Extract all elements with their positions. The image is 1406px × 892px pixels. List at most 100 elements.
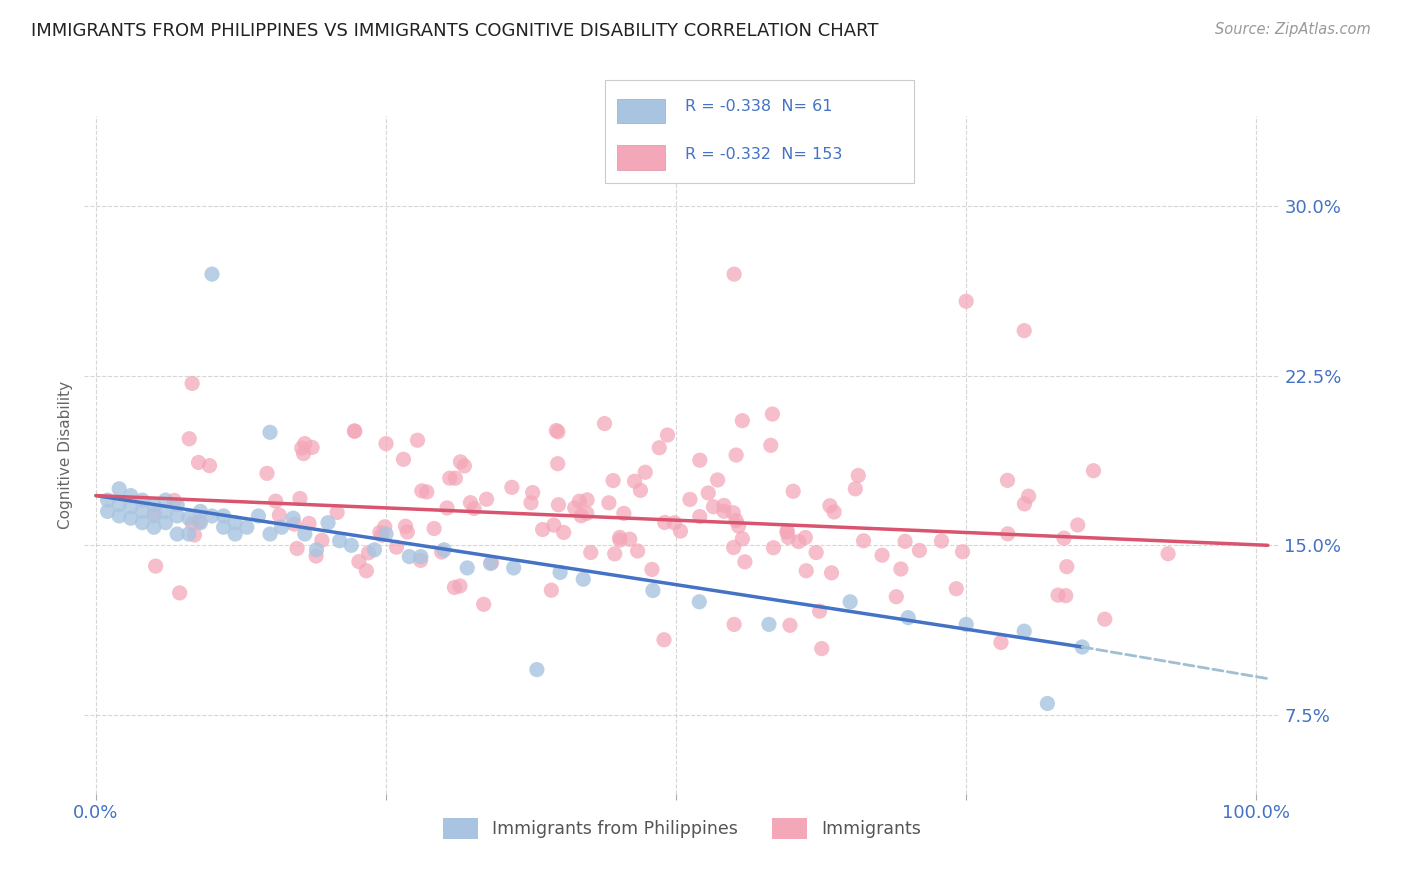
Point — [256, 467, 278, 481]
Point — [669, 524, 692, 538]
Point — [787, 534, 810, 549]
Point — [449, 579, 471, 593]
Point — [347, 555, 370, 569]
Point — [731, 414, 754, 428]
Point — [762, 541, 785, 555]
Point — [356, 564, 378, 578]
Point — [547, 425, 569, 439]
Point — [131, 493, 153, 508]
Point — [543, 518, 565, 533]
Point — [725, 514, 748, 528]
Point — [396, 524, 419, 539]
Point — [188, 515, 211, 529]
Point — [143, 498, 166, 512]
Point — [679, 492, 702, 507]
Point — [294, 436, 316, 450]
Point — [548, 566, 571, 580]
Point — [450, 455, 472, 469]
Point — [97, 493, 120, 508]
Bar — [617, 98, 665, 123]
Point — [713, 504, 735, 518]
Point — [285, 541, 308, 556]
Point — [411, 483, 433, 498]
Point — [398, 549, 420, 564]
Point — [416, 485, 439, 500]
Point — [183, 528, 205, 542]
Point — [190, 504, 212, 518]
Point — [782, 484, 804, 499]
Point — [371, 528, 394, 542]
Point — [120, 500, 142, 514]
Point — [311, 533, 333, 548]
Point — [224, 527, 246, 541]
Point — [576, 492, 599, 507]
Point — [778, 530, 800, 544]
Point — [804, 545, 827, 559]
Point — [291, 441, 314, 455]
Point — [305, 549, 328, 563]
Point — [689, 453, 711, 467]
Legend: Immigrants from Philippines, Immigrants: Immigrants from Philippines, Immigrants — [436, 811, 928, 847]
Point — [294, 527, 316, 541]
Point — [894, 534, 917, 549]
Text: R = -0.332  N= 153: R = -0.332 N= 153 — [685, 146, 842, 161]
Point — [823, 505, 845, 519]
Point — [727, 519, 749, 533]
Point — [844, 482, 866, 496]
Point — [997, 474, 1019, 488]
Point — [179, 432, 201, 446]
Point — [163, 493, 186, 508]
Point — [177, 511, 200, 525]
Point — [329, 533, 352, 548]
Point — [846, 468, 869, 483]
Point — [776, 524, 799, 538]
Point — [1067, 518, 1090, 533]
Point — [1018, 489, 1040, 503]
Point — [810, 641, 832, 656]
Point — [166, 498, 188, 512]
Point — [301, 441, 323, 455]
Point — [641, 562, 664, 576]
Point — [187, 455, 209, 469]
Point — [1036, 697, 1059, 711]
Point — [897, 610, 920, 624]
Point — [143, 520, 166, 534]
Point — [201, 267, 224, 281]
Point — [502, 561, 524, 575]
Point — [628, 483, 651, 498]
Point — [143, 506, 166, 520]
Point — [368, 525, 391, 540]
Point — [143, 508, 166, 523]
Point — [1056, 559, 1078, 574]
Point — [155, 493, 177, 508]
Point — [808, 604, 831, 618]
Point — [818, 499, 841, 513]
Point — [456, 561, 478, 575]
Point — [776, 525, 799, 540]
Point — [270, 520, 292, 534]
Point — [779, 618, 801, 632]
Point — [569, 508, 592, 523]
Point — [475, 492, 498, 507]
Point — [385, 540, 408, 554]
Point — [955, 617, 977, 632]
Point — [501, 480, 523, 494]
Point — [723, 541, 745, 555]
Point — [97, 504, 120, 518]
Point — [198, 458, 221, 473]
Point — [564, 500, 586, 515]
Point — [288, 491, 311, 506]
Point — [702, 500, 724, 514]
Point — [579, 545, 602, 559]
Point — [664, 516, 686, 530]
Point — [201, 508, 224, 523]
Point — [190, 516, 212, 530]
Point — [609, 533, 631, 547]
Point — [1094, 612, 1116, 626]
Point — [463, 501, 485, 516]
Point — [839, 595, 862, 609]
Point — [453, 458, 475, 473]
Point — [259, 425, 281, 440]
Point — [108, 508, 131, 523]
Point — [1012, 624, 1035, 639]
